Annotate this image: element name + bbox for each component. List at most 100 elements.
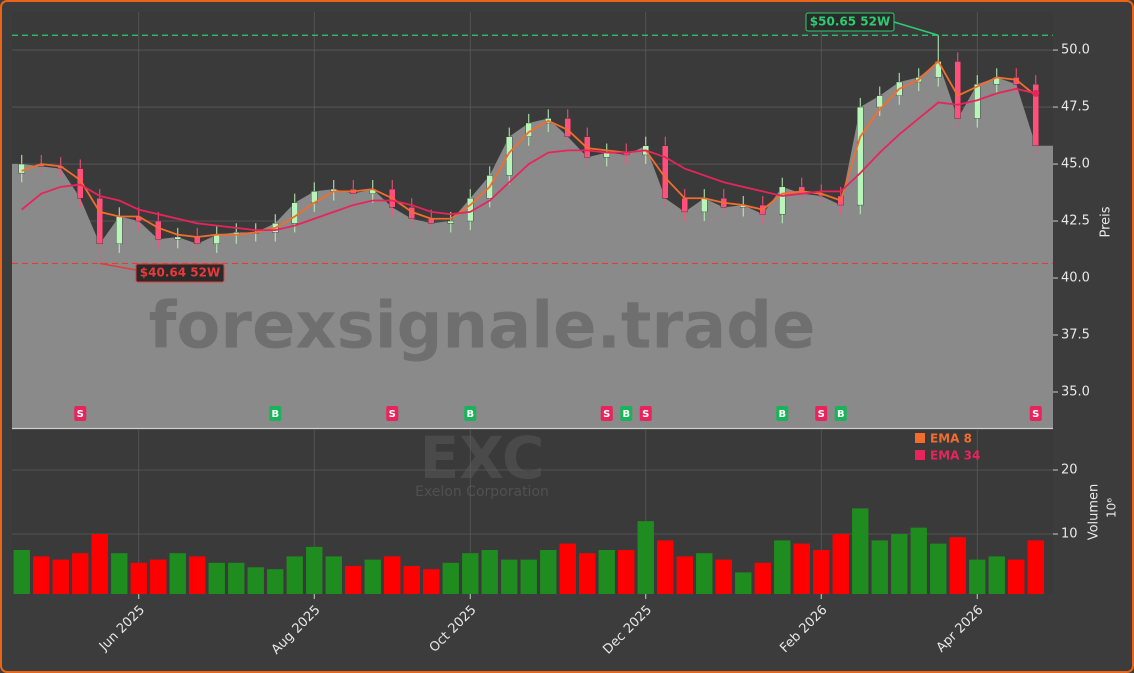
legend-label: EMA 8 (930, 432, 972, 446)
signal-badge (464, 406, 477, 421)
symbol-watermark: EXC (420, 424, 545, 492)
signal-badge (639, 406, 652, 421)
volume-axis-label: Volumen (1087, 484, 1102, 541)
candle-body (857, 106, 864, 206)
volume-bar (871, 540, 888, 594)
signal-label: B (622, 409, 630, 420)
volume-bar (735, 572, 752, 594)
volume-bar (715, 559, 732, 594)
candle-body (291, 202, 298, 224)
volume-bar (696, 553, 713, 594)
candle-body (96, 198, 103, 245)
volume-bar (384, 556, 401, 594)
candle-body (662, 145, 669, 199)
y-tick-label: 42.5 (1061, 214, 1090, 229)
candle-body (174, 236, 181, 240)
volume-bar (403, 566, 420, 594)
candle-body (779, 186, 786, 215)
volume-bar (1027, 540, 1044, 594)
volume-bar (462, 553, 479, 594)
volume-bar (774, 540, 791, 594)
volume-bar (228, 562, 245, 594)
signal-badge (386, 406, 399, 421)
volume-bar (91, 534, 108, 594)
candle-body (155, 220, 162, 240)
signal-label: B (837, 409, 845, 420)
volume-bar (910, 527, 927, 594)
level-badge (135, 263, 225, 283)
y-axis-label: Preis (1099, 206, 1114, 237)
volume-bar (325, 556, 342, 594)
volume-bar (247, 567, 264, 594)
volume-bar (13, 550, 30, 594)
signal-badge (1029, 406, 1042, 421)
signal-label: S (603, 409, 610, 420)
candle-body (467, 198, 474, 222)
volume-bar (130, 562, 147, 594)
volume-bar (267, 569, 284, 594)
volume-bar (1008, 559, 1025, 594)
y-tick-label: 37.5 (1061, 327, 1090, 342)
candle-body (954, 61, 961, 119)
arrow (893, 21, 939, 36)
y-tick-label: 40.0 (1061, 271, 1090, 286)
volume-bar (754, 562, 771, 594)
volume-tick-label: 20 (1061, 463, 1078, 478)
ema-endpoint (1032, 89, 1040, 97)
candle-body (18, 163, 25, 174)
volume-unit: 10⁶ (1105, 498, 1119, 518)
signal-label: S (389, 409, 396, 420)
signal-label: B (466, 409, 474, 420)
volume-bar (657, 540, 674, 594)
volume-bar (72, 553, 89, 594)
candle-body (213, 234, 220, 245)
signal-label: S (1032, 409, 1039, 420)
volume-bar (520, 559, 537, 594)
level-label: $40.64 52W (140, 266, 220, 280)
volume-bar (949, 537, 966, 594)
signal-label: B (271, 409, 279, 420)
volume-bar (306, 546, 323, 594)
signal-badge (620, 406, 633, 421)
signal-label: S (77, 409, 84, 420)
volume-bar (33, 556, 50, 594)
volume-bar (286, 556, 303, 594)
volume-bar (111, 553, 128, 594)
volume-bar (988, 556, 1005, 594)
arrow (99, 262, 137, 271)
signal-badge (600, 406, 613, 421)
volume-bar (930, 543, 947, 594)
volume-bar (52, 559, 69, 594)
signal-label: S (642, 409, 649, 420)
legend-swatch (915, 450, 925, 460)
volume-bar (189, 556, 206, 594)
signal-badge (74, 406, 87, 421)
volume-bar (676, 556, 693, 594)
watermark: forexsignale.trade (149, 290, 816, 364)
volume-bar (832, 534, 849, 594)
volume-bar (501, 559, 518, 594)
volume-bar (618, 550, 635, 594)
volume-bar (540, 550, 557, 594)
volume-bar (579, 553, 596, 594)
volume-bar (150, 559, 167, 594)
volume-bar (813, 550, 830, 594)
level-label: $50.65 52W (810, 15, 890, 29)
candle-body (194, 236, 201, 245)
volume-tick-label: 10 (1061, 527, 1078, 542)
level-badge (805, 12, 895, 32)
volume-bar (481, 550, 498, 594)
volume-bar (169, 553, 186, 594)
y-tick-label: 35.0 (1061, 384, 1090, 399)
volume-bar (793, 543, 810, 594)
candle-body (876, 95, 883, 108)
ema-line (21, 87, 1036, 232)
volume-bar (423, 569, 440, 594)
signal-label: S (818, 409, 825, 420)
y-tick-label: 45.0 (1061, 157, 1090, 172)
volume-bar (345, 566, 362, 594)
volume-bar (891, 534, 908, 594)
volume-bar (559, 543, 576, 594)
